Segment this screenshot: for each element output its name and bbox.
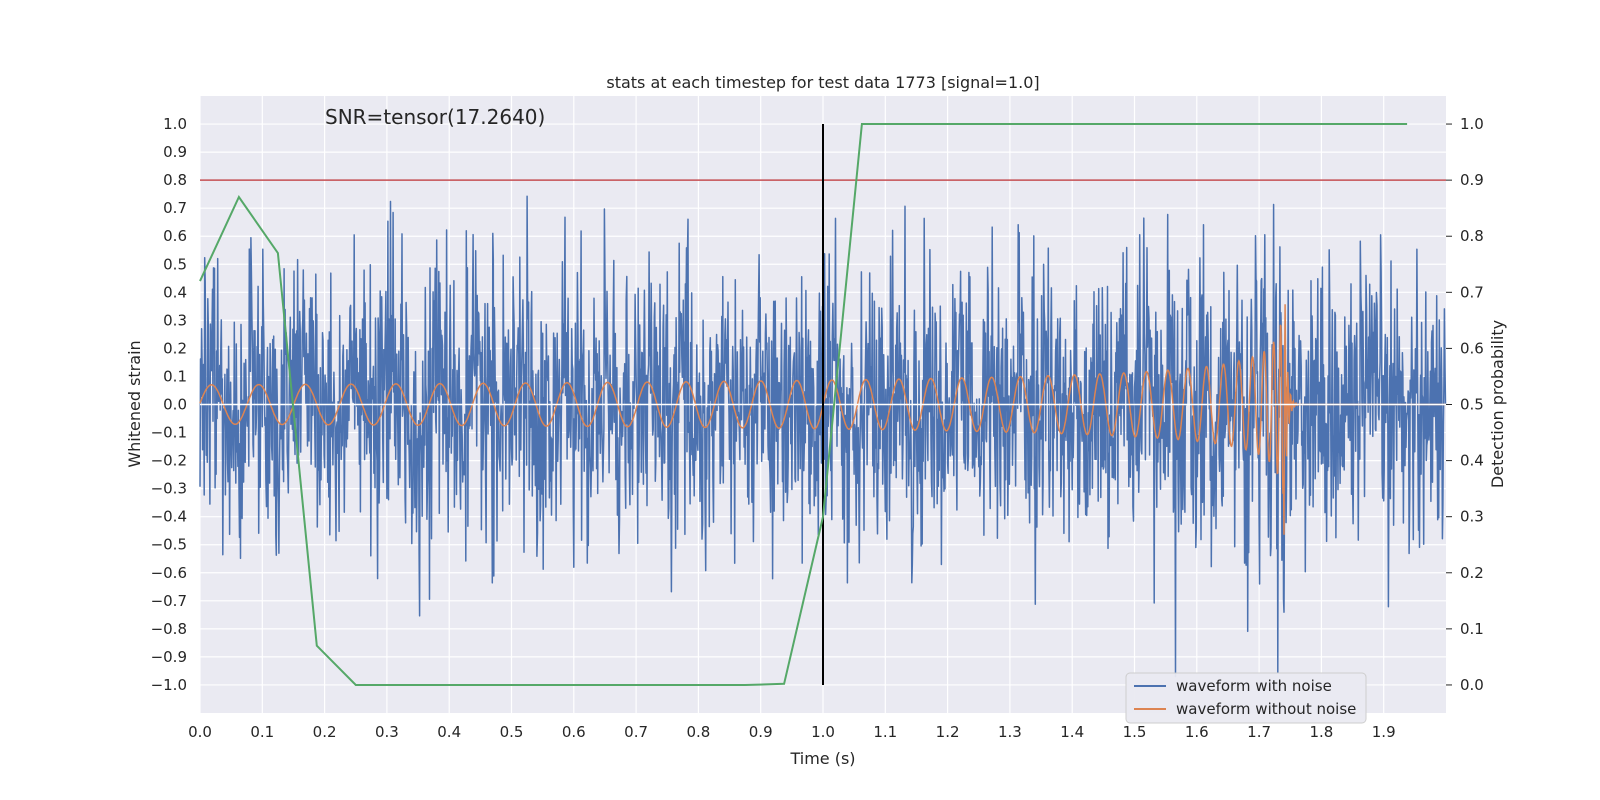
y-tick-label: −0.2: [151, 452, 187, 470]
x-tick-label: 0.8: [686, 723, 710, 741]
y2-tick-label: 0.4: [1460, 452, 1484, 470]
legend-box: [1125, 672, 1367, 724]
y-tick-label: 0.8: [163, 171, 187, 189]
x-tick-label: 0.4: [437, 723, 461, 741]
y-tick-label: −0.7: [151, 592, 187, 610]
y2-tick-label: 0.7: [1460, 283, 1484, 301]
y2-tick-label: 0.3: [1460, 508, 1484, 526]
y2-tick-label: 0.8: [1460, 227, 1484, 245]
y-tick-label: 1.0: [163, 115, 187, 133]
y2-tick-label: 0.2: [1460, 564, 1484, 582]
y-axis-label: Whitened strain: [125, 340, 144, 467]
y-tick-label: 0.5: [163, 255, 187, 273]
plot-area: [199, 123, 1447, 686]
legend-label-clean: waveform without noise: [1176, 700, 1356, 718]
y-tick-label: 0.6: [163, 227, 187, 245]
x-tick-label: 1.5: [1123, 723, 1147, 741]
x-tick-label: 1.7: [1247, 723, 1271, 741]
x-tick-label: 0.2: [313, 723, 337, 741]
x-tick-label: 0.1: [250, 723, 274, 741]
y-tick-label: 0.2: [163, 339, 187, 357]
y2-tick-label: 0.1: [1460, 620, 1484, 638]
y2-tick-label: 0.9: [1460, 171, 1484, 189]
y-tick-label: 0.1: [163, 367, 187, 385]
y-tick-label: −0.1: [151, 424, 187, 442]
y2-tick-label: 1.0: [1460, 115, 1484, 133]
x-tick-label: 1.2: [936, 723, 960, 741]
y-tick-label: −0.9: [151, 648, 187, 666]
y2-tick-label: 0.6: [1460, 339, 1484, 357]
x-tick-label: 1.4: [1060, 723, 1084, 741]
x-tick-label: 0.3: [375, 723, 399, 741]
y2-tick-labels: 1.0 0.9 0.8 0.7 0.6 0.5 0.4 0.3 0.2 0.1 0.0: [1446, 115, 1484, 694]
y-tick-label: 0.3: [163, 311, 187, 329]
chart-title: stats at each timestep for test data 177…: [606, 73, 1039, 92]
legend: waveform with noise waveform without noi…: [1125, 672, 1367, 724]
y2-tick-label: 0.0: [1460, 676, 1484, 694]
legend-label-noise: waveform with noise: [1176, 677, 1332, 695]
x-tick-label: 0.5: [500, 723, 524, 741]
series-detection-probability: [199, 123, 1408, 686]
y-tick-label: 0.7: [163, 199, 187, 217]
y-tick-label: −0.3: [151, 480, 187, 498]
y-tick-label: −0.8: [151, 620, 187, 638]
x-tick-label: 1.8: [1309, 723, 1333, 741]
y2-axis-label: Detection probability: [1488, 320, 1507, 488]
y2-tick-label: 0.5: [1460, 396, 1484, 414]
x-tick-label: 0.6: [562, 723, 586, 741]
y-tick-label: −1.0: [151, 676, 187, 694]
y-tick-label: −0.6: [151, 564, 187, 582]
x-tick-label: 1.6: [1185, 723, 1209, 741]
snr-annotation: SNR=tensor(17.2640): [325, 105, 545, 129]
x-tick-label: 0.9: [749, 723, 773, 741]
y-tick-label: 0.0: [163, 396, 187, 414]
y-tick-label: 0.9: [163, 143, 187, 161]
y-tick-label: 0.4: [163, 283, 187, 301]
y-tick-labels: 1.0 0.9 0.8 0.7 0.6 0.5 0.4 0.3 0.2 0.1 0.0 −0.1 −0.…: [151, 115, 187, 694]
x-tick-label: 1.1: [873, 723, 897, 741]
y-tick-label: −0.4: [151, 508, 187, 526]
x-tick-label: 1.0: [811, 723, 835, 741]
x-tick-label: 1.9: [1372, 723, 1396, 741]
x-tick-label: 1.3: [998, 723, 1022, 741]
x-tick-label: 0.7: [624, 723, 648, 741]
y-tick-label: −0.5: [151, 536, 187, 554]
x-tick-labels: 0.0 0.1 0.2 0.3 0.4 0.5 0.6 0.7 0.8 0.9 1.0 1.1 1.2 1…: [188, 723, 1396, 741]
x-tick-label: 0.0: [188, 723, 212, 741]
x-axis-label: Time (s): [789, 749, 855, 768]
